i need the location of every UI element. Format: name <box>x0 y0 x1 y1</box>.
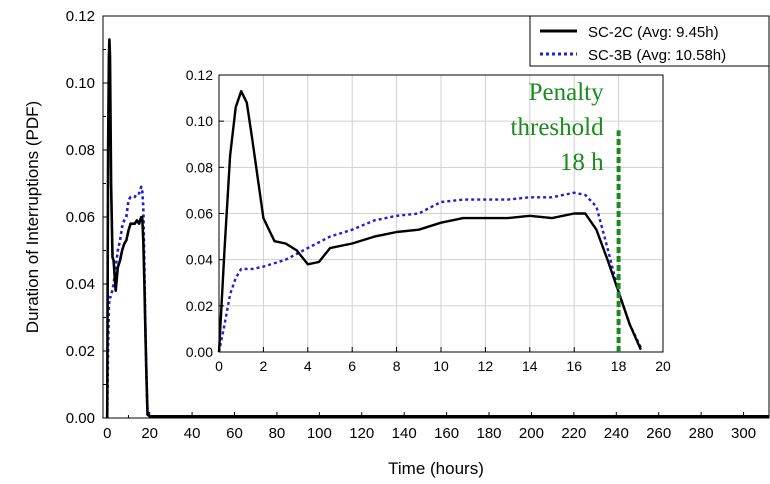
main-series-sc-2c-line <box>105 38 769 419</box>
main-x-tick-label: 300 <box>731 425 756 442</box>
main-x-tick-label: 180 <box>477 425 502 442</box>
inset-series-sc-2c-line <box>217 89 642 353</box>
main-x-tick-label: 120 <box>349 425 374 442</box>
inset-x-tick-label: 14 <box>522 358 538 374</box>
main-x-tick-label: 280 <box>689 425 714 442</box>
main-x-tick-label: 0 <box>103 425 111 442</box>
penalty-threshold-label-line: 18 h <box>560 149 604 176</box>
inset-y-tick-label: 0.00 <box>186 344 213 360</box>
legend-box <box>529 15 770 67</box>
inset-series-sc-3b-line <box>217 191 642 353</box>
legend: SC-2C (Avg: 9.45h) SC-3B (Avg: 10.58h) <box>529 15 770 67</box>
main-x-tick-label: 220 <box>561 425 586 442</box>
inset-x-tick-label: 0 <box>215 358 223 374</box>
main-y-tick-label: 0.10 <box>66 75 95 92</box>
main-x-tick-label: 20 <box>141 425 158 442</box>
main-x-tick-label: 240 <box>604 425 629 442</box>
main-x-tick-label: 100 <box>307 425 332 442</box>
inset-y-tick-label: 0.02 <box>186 298 213 314</box>
inset-y-tick-label: 0.12 <box>186 67 213 83</box>
main-x-tick-label: 140 <box>392 425 417 442</box>
inset-y-tick-label: 0.04 <box>186 252 213 268</box>
main-y-axis-label: Duration of Interruptions (PDF) <box>23 101 42 333</box>
main-x-tick-label: 200 <box>519 425 544 442</box>
main-y-tick-label: 0.12 <box>66 8 95 25</box>
inset-x-tick-label: 2 <box>260 358 268 374</box>
penalty-threshold-label-line: threshold <box>511 114 605 141</box>
main-x-tick-label: 260 <box>646 425 671 442</box>
main-x-tick-label: 60 <box>226 425 243 442</box>
penalty-threshold-label-line: Penalty <box>529 79 604 106</box>
penalty-threshold-label: Penalty threshold 18 h <box>511 79 605 176</box>
main-x-tick-label: 40 <box>184 425 201 442</box>
inset-x-tick-label: 8 <box>393 358 401 374</box>
inset-x-tick-label: 12 <box>478 358 494 374</box>
main-x-axis-label: Time (hours) <box>388 459 484 478</box>
inset-x-tick-label: 4 <box>304 358 312 374</box>
inset-x-tick-label: 10 <box>433 358 449 374</box>
inset-x-tick-label: 20 <box>655 358 671 374</box>
main-y-tick-label: 0.02 <box>66 343 95 360</box>
main-x-tick-label: 160 <box>434 425 459 442</box>
main-y-tick-label: 0.00 <box>66 410 95 427</box>
inset-x-tick-label: 16 <box>566 358 582 374</box>
inset-axis-ticks: 0 2 4 6 8 10 12 14 16 18 20 0.00 0.02 0.04 0.06 0.08 0.1… <box>186 67 671 374</box>
inset-grid <box>219 75 663 352</box>
inset-x-tick-label: 6 <box>348 358 356 374</box>
inset-y-tick-label: 0.08 <box>186 159 213 175</box>
inset-y-tick-label: 0.06 <box>186 206 213 222</box>
inset-x-tick-label: 18 <box>611 358 627 374</box>
inset-y-tick-label: 0.10 <box>186 113 213 129</box>
main-y-tick-label: 0.04 <box>66 276 95 293</box>
main-y-tick-label: 0.06 <box>66 209 95 226</box>
inset-series-group <box>217 89 642 353</box>
main-series-group <box>105 38 769 419</box>
main-axis-ticks: 0 20 40 60 80 100 120 140 160 180 200 220 240 260 280 3… <box>66 8 766 442</box>
main-x-tick-label: 80 <box>269 425 286 442</box>
main-y-tick-label: 0.08 <box>66 142 95 159</box>
legend-label-sc-3b: SC-3B (Avg: 10.58h) <box>588 47 726 64</box>
legend-label-sc-2c: SC-2C (Avg: 9.45h) <box>588 24 719 41</box>
